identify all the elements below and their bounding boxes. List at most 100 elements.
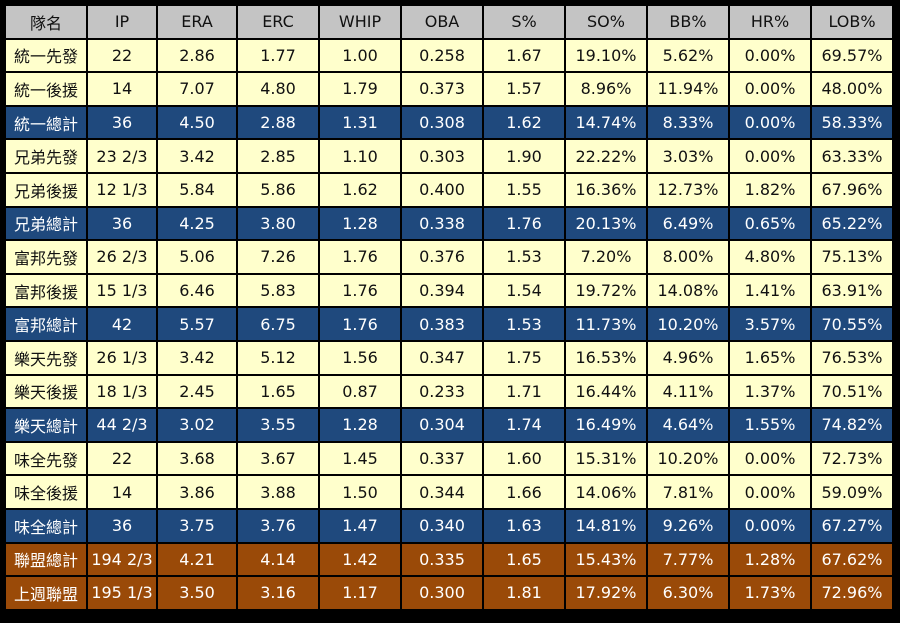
- cell-lob-pct: 69.57%: [812, 39, 892, 72]
- cell-team: 聯盟總計: [6, 543, 86, 576]
- cell-ip: 195 1/3: [88, 577, 156, 609]
- cell-ip: 18 1/3: [88, 375, 156, 408]
- cell-lob-pct: 70.55%: [812, 308, 892, 340]
- cell-s-pct: 1.81: [484, 577, 564, 609]
- table-row: 樂天先發 26 1/3 3.42 5.12 1.56 0.347 1.75 16.53% 4.9…: [6, 341, 892, 374]
- cell-ip: 23 2/3: [88, 140, 156, 172]
- cell-ip: 36: [88, 106, 156, 139]
- cell-era: 3.75: [158, 509, 236, 542]
- cell-ip: 42: [88, 308, 156, 340]
- cell-erc: 3.88: [238, 476, 318, 508]
- cell-lob-pct: 70.51%: [812, 375, 892, 408]
- cell-bb-pct: 8.00%: [648, 241, 728, 273]
- cell-team: 樂天後援: [6, 375, 86, 408]
- cell-team: 兄弟總計: [6, 207, 86, 240]
- cell-so-pct: 16.49%: [566, 409, 646, 441]
- cell-team: 統一先發: [6, 39, 86, 72]
- cell-so-pct: 8.96%: [566, 73, 646, 105]
- league-total-row: 聯盟總計 194 2/3 4.21 4.14 1.42 0.335 1.65 15.43% 7.…: [6, 543, 892, 576]
- cell-lob-pct: 67.62%: [812, 543, 892, 576]
- cell-bb-pct: 10.20%: [648, 308, 728, 340]
- cell-s-pct: 1.75: [484, 341, 564, 374]
- team-total-row: 兄弟總計 36 4.25 3.80 1.28 0.338 1.76 20.13% 6.49% 0.…: [6, 207, 892, 240]
- cell-erc: 2.85: [238, 140, 318, 172]
- cell-s-pct: 1.53: [484, 241, 564, 273]
- cell-era: 6.46: [158, 274, 236, 307]
- cell-era: 4.21: [158, 543, 236, 576]
- column-header-so-pct: SO%: [566, 6, 646, 38]
- cell-whip: 0.87: [320, 375, 400, 408]
- cell-bb-pct: 4.96%: [648, 341, 728, 374]
- cell-era: 3.86: [158, 476, 236, 508]
- cell-erc: 2.88: [238, 106, 318, 139]
- cell-team: 統一後援: [6, 73, 86, 105]
- cell-era: 3.50: [158, 577, 236, 609]
- cell-era: 2.86: [158, 39, 236, 72]
- cell-so-pct: 17.92%: [566, 577, 646, 609]
- cell-bb-pct: 6.30%: [648, 577, 728, 609]
- cell-oba: 0.335: [402, 543, 482, 576]
- cell-hr-pct: 0.00%: [730, 509, 810, 542]
- column-header-whip: WHIP: [320, 6, 400, 38]
- cell-erc: 3.76: [238, 509, 318, 542]
- cell-team: 富邦後援: [6, 274, 86, 307]
- cell-hr-pct: 4.80%: [730, 241, 810, 273]
- cell-oba: 0.258: [402, 39, 482, 72]
- cell-bb-pct: 11.94%: [648, 73, 728, 105]
- cell-era: 4.25: [158, 207, 236, 240]
- cell-erc: 1.65: [238, 375, 318, 408]
- cell-s-pct: 1.76: [484, 207, 564, 240]
- cell-lob-pct: 75.13%: [812, 241, 892, 273]
- cell-so-pct: 15.31%: [566, 442, 646, 475]
- cell-team: 樂天先發: [6, 341, 86, 374]
- cell-hr-pct: 0.00%: [730, 442, 810, 475]
- table-row: 兄弟先發 23 2/3 3.42 2.85 1.10 0.303 1.90 22.22% 3.0…: [6, 140, 892, 172]
- cell-oba: 0.304: [402, 409, 482, 441]
- cell-so-pct: 16.36%: [566, 173, 646, 206]
- cell-lob-pct: 67.27%: [812, 509, 892, 542]
- cell-team: 富邦總計: [6, 308, 86, 340]
- cell-lob-pct: 74.82%: [812, 409, 892, 441]
- cell-s-pct: 1.62: [484, 106, 564, 139]
- cell-era: 2.45: [158, 375, 236, 408]
- cell-lob-pct: 48.00%: [812, 73, 892, 105]
- cell-era: 7.07: [158, 73, 236, 105]
- cell-hr-pct: 1.65%: [730, 341, 810, 374]
- cell-era: 5.84: [158, 173, 236, 206]
- cell-lob-pct: 63.91%: [812, 274, 892, 307]
- cell-team: 味全後援: [6, 476, 86, 508]
- cell-hr-pct: 3.57%: [730, 308, 810, 340]
- cell-oba: 0.308: [402, 106, 482, 139]
- table-row: 樂天後援 18 1/3 2.45 1.65 0.87 0.233 1.71 16.44% 4.1…: [6, 375, 892, 408]
- cell-erc: 3.80: [238, 207, 318, 240]
- cell-bb-pct: 4.11%: [648, 375, 728, 408]
- table-row: 富邦後援 15 1/3 6.46 5.83 1.76 0.394 1.54 19.72% 14.…: [6, 274, 892, 307]
- cell-oba: 0.394: [402, 274, 482, 307]
- cell-so-pct: 11.73%: [566, 308, 646, 340]
- cell-ip: 22: [88, 442, 156, 475]
- cell-erc: 7.26: [238, 241, 318, 273]
- cell-oba: 0.233: [402, 375, 482, 408]
- cell-whip: 1.45: [320, 442, 400, 475]
- cell-oba: 0.300: [402, 577, 482, 609]
- cell-team: 樂天總計: [6, 409, 86, 441]
- cell-ip: 194 2/3: [88, 543, 156, 576]
- column-header-lob-pct: LOB%: [812, 6, 892, 38]
- cell-whip: 1.76: [320, 308, 400, 340]
- column-header-team: 隊名: [6, 6, 86, 38]
- column-header-ip: IP: [88, 6, 156, 38]
- cell-hr-pct: 1.41%: [730, 274, 810, 307]
- cell-oba: 0.344: [402, 476, 482, 508]
- cell-hr-pct: 0.00%: [730, 39, 810, 72]
- cell-hr-pct: 1.73%: [730, 577, 810, 609]
- cell-lob-pct: 67.96%: [812, 173, 892, 206]
- cell-hr-pct: 1.28%: [730, 543, 810, 576]
- cell-so-pct: 16.44%: [566, 375, 646, 408]
- column-header-erc: ERC: [238, 6, 318, 38]
- cell-whip: 1.00: [320, 39, 400, 72]
- cell-bb-pct: 9.26%: [648, 509, 728, 542]
- cell-hr-pct: 0.00%: [730, 73, 810, 105]
- cell-erc: 4.80: [238, 73, 318, 105]
- cell-team: 上週聯盟: [6, 577, 86, 609]
- cell-lob-pct: 58.33%: [812, 106, 892, 139]
